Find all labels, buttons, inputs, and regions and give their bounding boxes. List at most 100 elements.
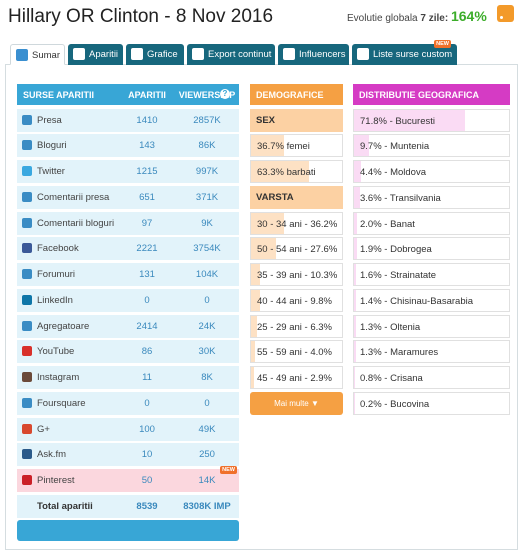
section-label: VARSTA xyxy=(256,191,294,203)
item-label: 25 - 29 ani - 6.3% xyxy=(257,321,332,333)
age-row: 50 - 54 ani - 27.6% xyxy=(250,237,343,261)
item-label: 40 - 44 ani - 9.8% xyxy=(257,295,332,307)
source-row[interactable]: Facebook 2221 3754K xyxy=(17,237,239,261)
source-viewership: 2857K xyxy=(193,114,221,126)
source-count: 0 xyxy=(144,397,150,409)
column-header[interactable]: VIEWERSHIP xyxy=(178,90,236,100)
source-icon xyxy=(22,217,32,228)
source-name: Twitter xyxy=(37,166,65,177)
tab[interactable]: Liste surse custom NEW xyxy=(352,40,457,65)
percent-bar xyxy=(251,161,309,182)
source-row[interactable]: Agregatoare 2414 24K xyxy=(17,314,239,338)
item-label: 45 - 49 ani - 2.9% xyxy=(257,373,332,384)
percent-bar xyxy=(251,135,285,157)
source-icon xyxy=(22,320,32,331)
source-count: 1410 xyxy=(136,114,158,126)
source-row[interactable]: LinkedIn 0 0 xyxy=(17,288,239,312)
help-icon[interactable]: ? xyxy=(220,89,230,99)
source-icon xyxy=(22,423,32,434)
item-label: 1.3% - Oltenia xyxy=(360,321,421,333)
source-name: Ask.fm xyxy=(37,449,67,461)
item-label: 71.8% - Bucuresti xyxy=(360,115,435,127)
total-label: Total aparitii xyxy=(37,500,93,512)
item-label: 1.4% - Chisinau-Basarabia xyxy=(360,295,474,307)
tab-icon xyxy=(73,48,85,60)
percent-bar xyxy=(251,341,255,363)
source-row[interactable]: Comentarii presa 651 371K xyxy=(17,185,239,209)
tab-label: Influencers xyxy=(299,49,346,60)
region-row: 1.9% - Dobrogea xyxy=(353,237,510,261)
source-count: 1215 xyxy=(136,166,158,177)
region-row: 71.8% - Bucuresti xyxy=(353,108,510,132)
more-button[interactable]: Mai multe ▼ xyxy=(250,391,343,415)
source-row[interactable]: Ask.fm 10 250 xyxy=(17,443,239,467)
source-name: Agregatoare xyxy=(37,320,90,332)
source-icon xyxy=(22,475,32,485)
tab-label: Export continut xyxy=(208,49,272,60)
new-badge: NEW xyxy=(220,466,237,474)
region-row: 0.2% - Bucovina xyxy=(353,391,510,415)
evolution: Evolutie globala 7 zile: 164% xyxy=(347,8,487,24)
source-row[interactable]: Bloguri 143 86K xyxy=(17,134,239,158)
tab[interactable]: Export continut xyxy=(187,44,275,65)
total-count: 8539 xyxy=(136,500,158,512)
source-count: 86 xyxy=(141,346,153,358)
percent-bar xyxy=(354,264,357,285)
source-row[interactable]: Twitter 1215 997K xyxy=(17,160,239,183)
source-row[interactable]: Forumuri 131 104K xyxy=(17,263,239,286)
column-header: SURSE APARITII xyxy=(23,90,95,100)
tab-label: Liste surse custom xyxy=(373,49,453,60)
total-row: Total aparitii 8539 8308K IMP xyxy=(17,494,239,518)
evolution-period: 7 zile: xyxy=(420,13,449,24)
source-row[interactable]: Comentarii bloguri 97 9K xyxy=(17,211,239,235)
source-name: Instagram xyxy=(37,372,80,383)
tab[interactable]: Influencers xyxy=(278,44,349,65)
source-row[interactable]: Presa 1410 2857K xyxy=(17,108,239,132)
tab-icon xyxy=(192,48,204,60)
source-name: Comentarii presa xyxy=(37,191,110,203)
age-row: 25 - 29 ani - 6.3% xyxy=(250,314,343,338)
sources-header: SURSE APARITII APARITII VIEWERSHIP ? xyxy=(17,84,239,105)
tab[interactable]: Grafice xyxy=(126,44,184,65)
source-count: 50 xyxy=(141,475,153,486)
tab[interactable]: Aparitii xyxy=(68,44,123,65)
source-name: Foursquare xyxy=(37,397,86,409)
source-row[interactable]: Pinterest 50 14K NEW xyxy=(17,466,239,492)
age-row: 45 - 49 ani - 2.9% xyxy=(250,366,343,389)
tab-icon xyxy=(16,49,28,61)
source-icon xyxy=(22,243,32,254)
tab-label: Aparitii xyxy=(89,49,119,60)
percent-bar xyxy=(354,367,356,388)
sex-row: 36.7% femei xyxy=(250,134,343,158)
item-label: 1.6% - Strainatate xyxy=(360,270,437,281)
region-row: 3.6% - Transilvania xyxy=(353,185,510,209)
item-label: 0.8% - Crisana xyxy=(360,373,423,384)
tab-icon xyxy=(357,48,369,60)
source-count: 143 xyxy=(139,140,155,152)
evolution-label: Evolutie globala xyxy=(347,13,418,24)
source-row[interactable]: Foursquare 0 0 xyxy=(17,391,239,415)
percent-bar xyxy=(354,109,466,131)
source-count: 651 xyxy=(139,191,155,203)
source-viewership: 9K xyxy=(201,217,213,229)
rss-icon[interactable] xyxy=(497,5,514,22)
age-row: 30 - 34 ani - 36.2% xyxy=(250,211,343,235)
page-title: Hillary OR Clinton - 8 Nov 2016 xyxy=(8,6,274,27)
source-name: Presa xyxy=(37,114,62,126)
source-row[interactable]: G+ 100 49K xyxy=(17,417,239,441)
tab[interactable]: Sumar xyxy=(10,44,65,65)
geography-header: DISTRIBUTIE GEOGRAFICA xyxy=(353,84,510,105)
tab-icon xyxy=(283,48,295,60)
source-row[interactable]: YouTube 86 30K xyxy=(17,340,239,364)
item-label: 2.0% - Banat xyxy=(360,218,415,230)
item-label: 63.3% barbati xyxy=(257,167,316,178)
source-icon xyxy=(22,346,32,357)
source-viewership: 104K xyxy=(195,269,219,280)
source-viewership: 49K xyxy=(198,423,216,435)
source-viewership: 30K xyxy=(198,346,216,358)
percent-bar xyxy=(354,135,370,157)
source-row[interactable]: Instagram 11 8K xyxy=(17,366,239,389)
source-name: Comentarii bloguri xyxy=(37,217,115,229)
source-viewership: 250 xyxy=(199,449,215,461)
total-viewership: 8308K IMP xyxy=(183,500,231,512)
